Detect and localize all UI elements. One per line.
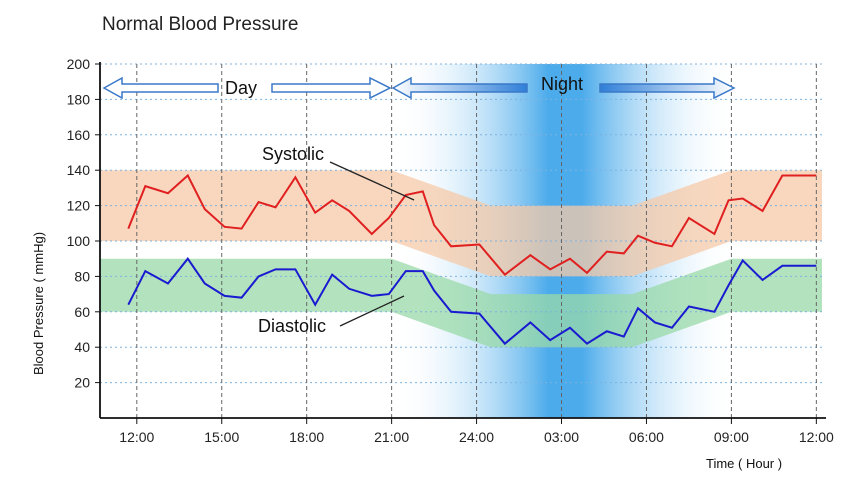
y-tick-label: 180 [67,91,91,107]
day-label: Day [225,78,257,98]
x-tick-label: 12:00 [799,429,834,445]
x-axis-label: Time ( Hour ) [706,456,782,471]
x-tick-label: 06:00 [629,429,664,445]
y-tick-label: 60 [74,304,90,320]
x-tick-label: 12:00 [119,429,154,445]
chart-title: Normal Blood Pressure [102,14,299,35]
night-arrow [391,76,736,100]
night-label: Night [541,74,583,94]
day-arrow [102,76,392,100]
y-tick-label: 160 [67,127,91,143]
systolic-pointer [329,161,415,201]
systolic-line [127,173,817,277]
systolic-normal-range-band [100,170,822,277]
x-tick-label: 15:00 [204,429,239,445]
diastolic-normal-range-band [100,258,822,348]
y-axis-label: Blood Pressure ( mmHg) [31,232,46,375]
y-tick-label: 20 [74,375,90,391]
diastolic-annotation: Diastolic [258,316,326,336]
diastolic-pointer [339,295,405,327]
y-tick-label: 140 [67,162,91,178]
x-tick-label: 18:00 [289,429,324,445]
y-tick-label: 40 [74,339,90,355]
y-tick-label: 80 [74,268,90,284]
y-tick-label: 200 [67,56,91,72]
x-tick-label: 21:00 [374,429,409,445]
x-tick-label: 03:00 [544,429,579,445]
y-tick-label: 120 [67,198,91,214]
systolic-annotation: Systolic [262,144,324,164]
x-tick-label: 24:00 [459,429,494,445]
y-tick-label: 100 [67,233,91,249]
x-tick-label: 09:00 [714,429,749,445]
diastolic-line [127,257,817,346]
